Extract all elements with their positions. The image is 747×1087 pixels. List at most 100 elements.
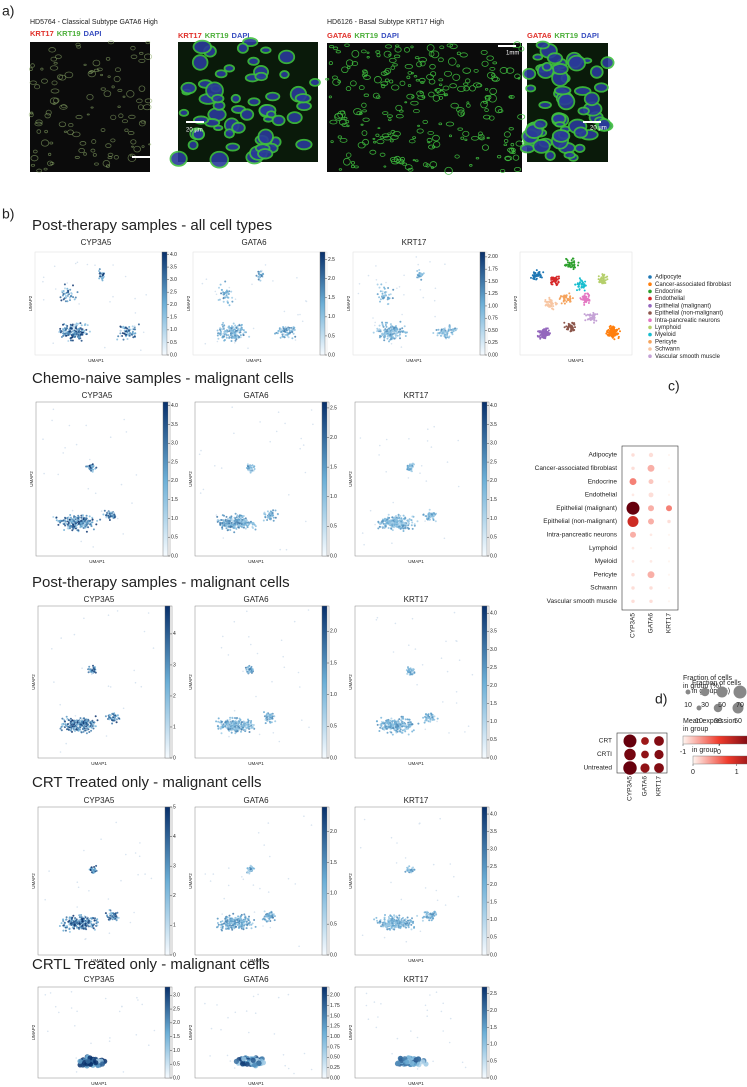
- gene-title: CYP3A5: [84, 595, 115, 604]
- tissue-cell: [480, 49, 488, 55]
- umap-point: [264, 722, 267, 725]
- tissue-cell: [462, 67, 471, 74]
- umap-point: [63, 329, 66, 332]
- umap-point: [387, 335, 390, 338]
- tissue-cell: [343, 157, 351, 166]
- tissue-cell: [438, 78, 444, 82]
- umap-point: [384, 324, 387, 326]
- tissue-cell: [180, 81, 197, 95]
- umap-point: [281, 335, 284, 338]
- stain-label: GATA6: [327, 31, 351, 40]
- umap-point: [400, 517, 403, 520]
- umap-point: [126, 338, 129, 340]
- umap-point: [93, 919, 96, 922]
- umap-point: [205, 278, 208, 281]
- umap-point: [390, 723, 392, 726]
- umap-point: [128, 334, 131, 337]
- umap-point: [99, 271, 101, 274]
- umap-point: [74, 527, 77, 530]
- umap-point: [411, 870, 414, 873]
- tissue-cell: [357, 141, 366, 149]
- umap-point: [124, 275, 127, 278]
- umap-point: [392, 725, 395, 728]
- umap-point: [67, 522, 70, 524]
- umap-point: [402, 522, 405, 525]
- umap-point: [250, 723, 253, 726]
- umap-point: [426, 910, 428, 913]
- tissue-cell: [211, 93, 225, 104]
- umap-point: [401, 519, 404, 522]
- tissue-cell: [83, 152, 87, 156]
- umap-point: [233, 531, 236, 534]
- colorbar: [161, 251, 168, 356]
- umap-point: [49, 992, 52, 994]
- umap-point: [229, 718, 231, 721]
- umap-point: [66, 282, 69, 284]
- umap-frame: [34, 251, 170, 356]
- colorbar-tick-label: 3.5: [170, 264, 177, 270]
- umap-point: [221, 526, 224, 529]
- umap-point: [397, 919, 400, 922]
- colorbar-tick-label: 1.0: [490, 516, 497, 522]
- umap-point: [236, 721, 239, 724]
- tissue-cell: [553, 85, 572, 96]
- colorbar-tick-label: 2.0: [173, 1020, 180, 1026]
- umap-point: [71, 509, 74, 512]
- umap-point: [220, 519, 223, 521]
- tissue-cell: [231, 121, 246, 134]
- tissue-cell: [438, 95, 444, 100]
- umap-point: [133, 669, 135, 672]
- stain-labels: GATA6 KRT19 DAPI: [327, 31, 399, 40]
- umap-point: [258, 275, 261, 277]
- tissue-cell: [344, 43, 350, 47]
- tissue-cell: [328, 61, 333, 66]
- umap-point: [300, 437, 303, 440]
- umap-point: [400, 731, 403, 734]
- umap-point: [79, 526, 82, 529]
- umap-point: [378, 730, 381, 732]
- umap-point: [419, 472, 421, 475]
- umap-point: [112, 264, 114, 266]
- umap-point: [242, 728, 245, 731]
- umap-point: [237, 727, 240, 730]
- tissue-cell: [350, 164, 355, 169]
- umap-point: [75, 1071, 78, 1073]
- umap-point: [59, 327, 62, 330]
- tissue-cell: [75, 42, 81, 47]
- tissue-cell: [140, 120, 146, 124]
- gene-title: KRT17: [402, 238, 427, 247]
- umap-point: [74, 726, 77, 729]
- umap-point: [121, 1005, 123, 1008]
- umap-point: [455, 691, 458, 693]
- umap-point: [220, 926, 222, 929]
- umap-point: [242, 725, 245, 728]
- umap-point: [109, 436, 112, 439]
- umap-point: [216, 329, 219, 332]
- gene-title: CYP3A5: [81, 238, 112, 247]
- umap-point: [411, 521, 414, 524]
- umap-point: [238, 335, 240, 338]
- umap-point: [59, 296, 62, 299]
- umap-point: [224, 917, 227, 920]
- umap-point: [424, 728, 427, 731]
- umap-point: [287, 993, 290, 996]
- umap-point: [230, 515, 233, 518]
- umap-point: [431, 517, 434, 520]
- umap-point: [407, 919, 410, 922]
- tissue-cell: [366, 56, 370, 59]
- stain-label: KRT17: [30, 29, 54, 38]
- umap-point: [124, 331, 127, 334]
- tissue-cell: [400, 156, 406, 162]
- umap-point: [221, 514, 224, 517]
- tissue-cell: [416, 128, 424, 134]
- umap-point: [71, 339, 74, 342]
- umap-point: [108, 916, 111, 919]
- umap-point: [78, 519, 81, 521]
- umap-point: [68, 293, 70, 296]
- umap-point: [399, 522, 402, 525]
- umap-point: [108, 714, 111, 717]
- umap-point: [87, 526, 90, 529]
- tissue-cell: [406, 93, 415, 100]
- umap-point: [60, 637, 62, 639]
